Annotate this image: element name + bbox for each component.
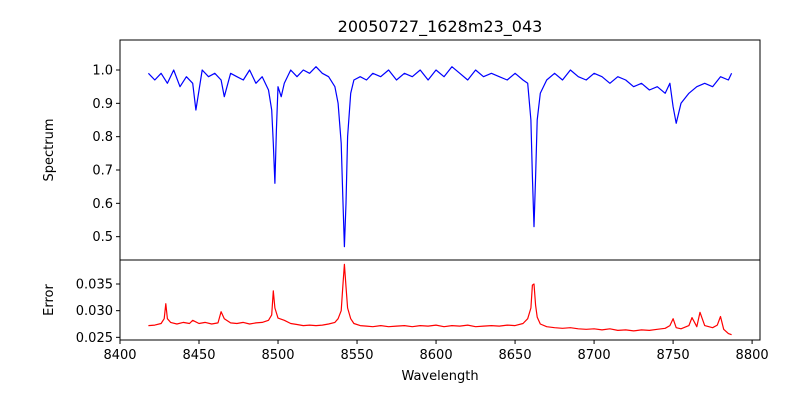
x-tick-label: 8500 xyxy=(261,348,294,363)
error-series-line-0 xyxy=(148,263,732,336)
error-series-group xyxy=(148,263,732,336)
x-axis-label: Wavelength xyxy=(401,369,478,384)
error-x-ticks: 8400 8450 8500 8550 8600 8650 8700 8750 8800 xyxy=(103,340,769,363)
spectrum-series-line-0 xyxy=(147,66,733,248)
error-y-tick-label: 0.035 xyxy=(76,278,113,293)
spectrum-y-tick-label: 0.9 xyxy=(92,97,113,112)
spectrum-series-group xyxy=(147,66,733,248)
error-y-tick-label: 0.025 xyxy=(76,331,113,346)
x-tick-label: 8700 xyxy=(578,348,611,363)
spectrum-y-tick-label: 0.8 xyxy=(92,130,113,145)
spectrum-y-tick-label: 0.6 xyxy=(92,197,113,212)
error-y-ticks: 0.025 0.030 0.035 xyxy=(76,278,120,346)
spectrum-y-axis-label: Spectrum xyxy=(42,119,57,182)
x-tick-label: 8650 xyxy=(499,348,532,363)
x-tick-label: 8450 xyxy=(182,348,215,363)
spectrum-y-tick-label: 1.0 xyxy=(92,64,113,79)
x-tick-label: 8600 xyxy=(420,348,453,363)
x-tick-label: 8750 xyxy=(657,348,690,363)
spectrum-y-ticks: 0.5 0.6 0.7 0.8 0.9 1.0 xyxy=(92,64,120,245)
x-tick-label: 8400 xyxy=(103,348,136,363)
error-panel: 0.025 0.030 0.035 8400 8450 8500 8550 8600 8650… xyxy=(42,259,769,384)
error-axes-frame xyxy=(119,259,761,341)
x-tick-label: 8800 xyxy=(736,348,769,363)
chart-title: 20050727_1628m23_043 xyxy=(338,17,543,37)
error-y-axis-label: Error xyxy=(42,284,57,316)
spectrum-y-tick-label: 0.5 xyxy=(92,230,113,245)
x-tick-label: 8550 xyxy=(340,348,373,363)
error-y-tick-label: 0.030 xyxy=(76,304,113,319)
spectrum-y-tick-label: 0.7 xyxy=(92,164,113,179)
